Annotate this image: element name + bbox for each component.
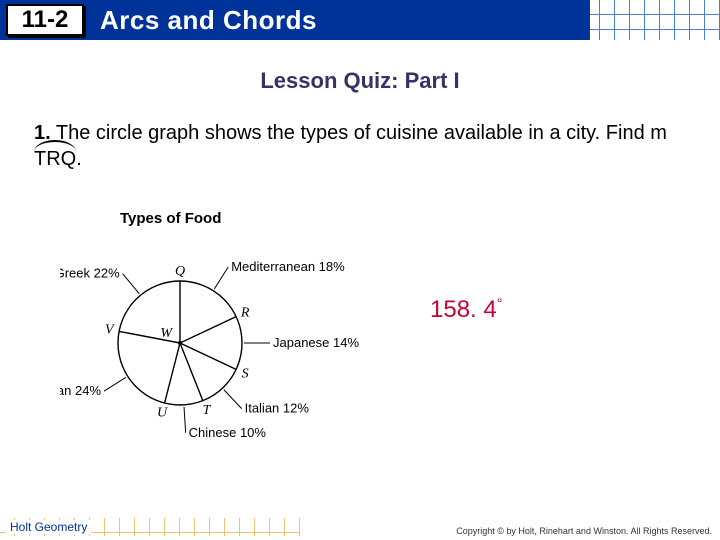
lesson-subtitle: Lesson Quiz: Part I [0,68,720,94]
pie-slice-label: Japanese 14% [273,335,359,350]
pie-vertex-letter: T [203,403,212,418]
header-bar: 11-2 Arcs and Chords [0,0,720,48]
chart-title: Types of Food [120,210,360,227]
pie-vertex-letter: R [240,305,250,320]
pie-slice-label: Chinese 10% [189,425,267,440]
arc-label: TRQ [34,146,76,172]
pie-chart-figure: Types of Food Q Mediterranean 18% R Japanes… [60,210,360,468]
degree-symbol: ° [497,295,503,311]
answer-number: 158. 4 [430,296,497,323]
problem-text: 1. The circle graph shows the types of c… [34,120,686,172]
problem-body-b: . [76,148,82,170]
pie-vertex-letter: V [105,323,115,338]
pie-vertex-letter: U [157,406,168,421]
section-number-box: 11-2 [6,4,84,36]
answer-value: 158. 4° [430,295,502,324]
lesson-title: Arcs and Chords [100,5,317,36]
copyright-text: Copyright © by Holt, Rinehart and Winsto… [456,526,712,536]
footer: Holt Geometry Copyright © by Holt, Rineh… [0,512,720,540]
pie-vertex-letter: Q [175,264,185,279]
pie-chart-svg: Q Mediterranean 18% R Japanese 14% S Italian … [60,233,380,463]
pie-slice-label: Greek 22% [60,266,120,281]
pie-slice-label: Italian 12% [245,401,310,416]
footer-brand: Holt Geometry [6,520,91,534]
problem-body-a: The circle graph shows the types of cuis… [56,122,667,144]
pie-slice-label: American 24% [60,383,101,398]
pie-center-label: W [160,326,173,341]
pie-slice-label: Mediterranean 18% [231,259,345,274]
pie-vertex-letter: S [242,367,249,382]
